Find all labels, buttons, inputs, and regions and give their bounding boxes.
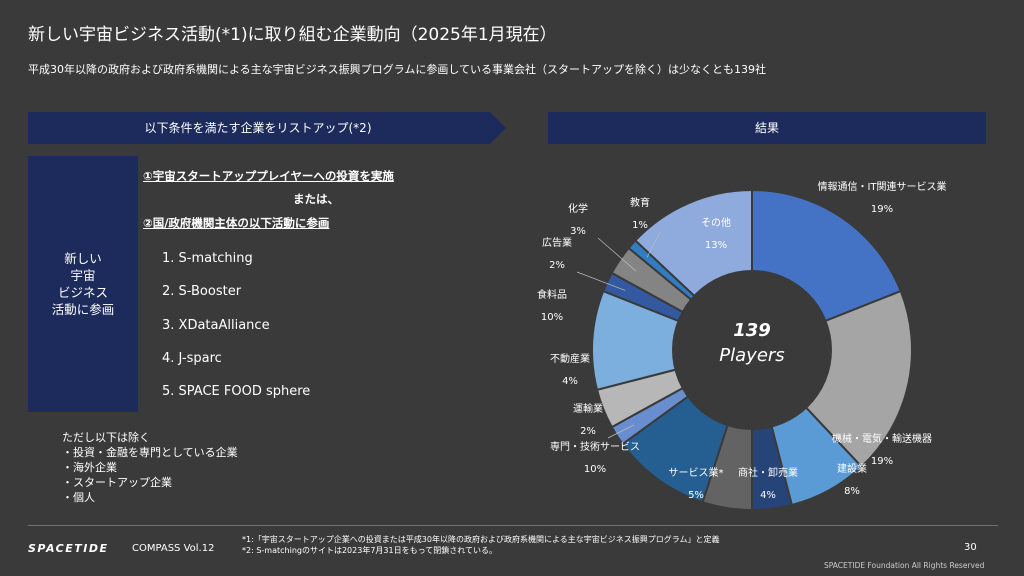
condition-or: または、 [293,192,339,206]
page-subtitle: 平成30年以降の政府および政府系機関による主な宇宙ビジネス振興プログラムに参画し… [28,63,766,76]
center-label: Players [719,345,784,366]
category-box: 新しい 宇宙 ビジネス 活動に参画 [28,156,138,412]
page-number: 30 [964,542,977,553]
slice-percent-label: 19% [871,456,893,467]
slice-category-label: 教育 [630,196,650,209]
slice-category-label: 建設業 [837,462,867,475]
slice-percent-label: 5% [688,490,704,501]
slice-percent-label: 19% [871,204,893,215]
slice-percent-label: 4% [562,376,578,387]
slice-category-label: 広告業 [542,236,572,249]
slice-percent-label: 2% [580,426,596,437]
leader-line [576,271,626,291]
leader-line [646,231,661,258]
arrow-banner-shape [28,112,506,144]
category-line: 活動に参画 [51,302,115,317]
program-item: 1. S-matching [162,251,253,266]
condition-investment: ①宇宙スタートアッププレイヤーへの投資を実施 [143,169,394,183]
slice-percent-label: 8% [844,486,860,497]
condition-government-program: ②国/政府機関主体の以下活動に参画 [143,216,330,230]
exclusion-item: ・スタートアップ企業 [62,476,172,489]
slice-percent-label: 13% [705,240,727,251]
footnote: *1:「宇宙スタートアップ企業への投資または平成30年以降の政府および政府系機関… [242,535,720,544]
slice-category-label: 化学 [568,202,588,215]
slice-category-label: 機械・電気・輸送機器 [832,432,932,445]
exclusion-list: ただし以下は除く ・投資・金融を専門としている企業 ・海外企業 ・スタートアップ… [62,430,238,505]
criteria-header-label: 以下条件を満たす企業をリストアップ(*2) [144,121,372,135]
footnote: *2: S-matchingのサイトは2023年7月31日をもって閉鎖されている… [242,546,497,555]
category-line: ビジネス [57,285,108,300]
slice-percent-label: 3% [570,226,586,237]
program-item: 3. XDataAlliance [162,318,270,333]
center-count: 139 [733,320,771,341]
slice-category-label: 情報通信・IT関連サービス業 [817,180,946,193]
slice-category-label: 商社・卸売業 [738,466,798,479]
exclusion-item: ・個人 [62,491,95,504]
copyright: SPACETIDE Foundation All Rights Reserved [824,561,985,570]
leader-line [597,237,637,272]
slice-category-label: その他 [701,216,731,229]
program-item: 4. J-sparc [162,351,222,366]
category-line: 宇宙 [70,268,96,283]
slice-category-label: 運輸業 [573,402,603,415]
pie-slice [591,289,756,392]
page-title: 新しい宇宙ビジネス活動(*1)に取り組む企業動向（2025年1月現在） [28,25,557,45]
slice-percent-label: 1% [632,220,648,231]
exclusion-item: ・投資・金融を専門としている企業 [62,446,238,459]
footnotes: *1:「宇宙スタートアップ企業への投資または平成30年以降の政府および政府系機関… [242,534,719,556]
industry-pie-chart: 情報通信・IT関連サービス業 19% 機械・電気・輸送機器 19% 建設業 8% 商社・卸売… [537,180,947,510]
slice-category-label: サービス業* [669,466,724,479]
spacetide-logo: SPACETIDE [28,542,109,555]
category-line: 新しい [64,251,102,266]
exclusion-heading: ただし以下は除く [62,431,150,444]
slice-percent-label: 10% [541,312,563,323]
footer-divider [28,525,998,526]
leader-line [607,424,634,439]
criteria-header: 以下条件を満たす企業をリストアップ(*2) [28,112,506,144]
slice-category-label: 不動産業 [550,352,590,365]
slice-percent-label: 2% [549,260,565,271]
slice-percent-label: 10% [584,464,606,475]
donut-hole [672,270,832,430]
publication-name: COMPASS Vol.12 [132,543,215,554]
slice-percent-label: 4% [760,490,776,501]
program-item: 2. S-Booster [162,284,242,299]
exclusion-item: ・海外企業 [62,461,117,474]
slice-category-label: 食料品 [537,288,567,301]
result-header: 結果 [548,112,986,144]
program-item: 5. SPACE FOOD sphere [162,384,311,399]
slice-category-label: 専門・技術サービス [550,440,640,453]
